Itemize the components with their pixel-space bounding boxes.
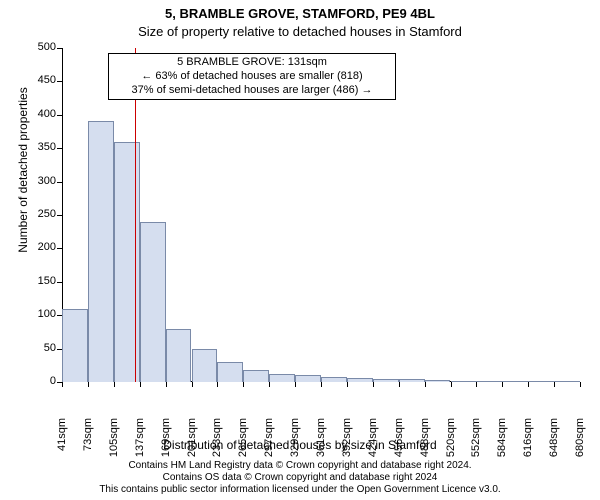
y-tick	[57, 182, 62, 183]
x-tick	[476, 382, 477, 387]
x-tick	[192, 382, 193, 387]
x-tick-label: 233sqm	[211, 418, 223, 468]
y-tick-label: 500	[22, 41, 56, 53]
histogram-bar	[373, 379, 399, 382]
histogram-bar	[528, 381, 554, 382]
x-tick	[528, 382, 529, 387]
histogram-bar	[166, 329, 192, 382]
x-tick-label: 584sqm	[496, 418, 508, 468]
annotation-box: 5 BRAMBLE GROVE: 131sqm ← 63% of detache…	[108, 53, 396, 100]
histogram-bar	[554, 381, 580, 382]
histogram-bar	[399, 379, 425, 382]
annotation-line3: 37% of semi-detached houses are larger (…	[115, 84, 389, 98]
x-tick-label: 265sqm	[237, 418, 249, 468]
x-tick	[140, 382, 141, 387]
x-tick-label: 105sqm	[108, 418, 120, 468]
x-tick	[217, 382, 218, 387]
x-tick-label: 424sqm	[367, 418, 379, 468]
x-tick	[347, 382, 348, 387]
y-tick-label: 150	[22, 275, 56, 287]
histogram-bar	[425, 380, 451, 382]
y-tick-label: 250	[22, 208, 56, 220]
y-tick-label: 300	[22, 175, 56, 187]
x-tick	[451, 382, 452, 387]
x-tick-label: 201sqm	[186, 418, 198, 468]
x-tick-label: 361sqm	[315, 418, 327, 468]
x-tick	[554, 382, 555, 387]
y-axis-label: Number of detached properties	[16, 30, 30, 310]
x-tick	[62, 382, 63, 387]
histogram-bar	[140, 222, 166, 382]
histogram-bar	[269, 374, 295, 382]
histogram-bar	[476, 381, 502, 382]
footer-line3: This contains public sector information …	[0, 484, 600, 496]
x-tick-label: 297sqm	[263, 418, 275, 468]
x-tick	[373, 382, 374, 387]
histogram-bar	[451, 381, 477, 382]
y-tick	[57, 81, 62, 82]
annotation-line2: ← 63% of detached houses are smaller (81…	[115, 70, 389, 84]
histogram-bar	[217, 362, 243, 382]
histogram-bar	[88, 121, 114, 382]
x-tick	[88, 382, 89, 387]
y-tick	[57, 48, 62, 49]
x-tick	[243, 382, 244, 387]
x-tick	[321, 382, 322, 387]
histogram-bar	[192, 349, 218, 382]
y-tick-label: 450	[22, 74, 56, 86]
histogram-bar	[502, 381, 528, 382]
y-tick-label: 0	[22, 375, 56, 387]
x-tick-label: 137sqm	[134, 418, 146, 468]
y-tick-label: 50	[22, 342, 56, 354]
x-tick-label: 169sqm	[160, 418, 172, 468]
x-tick-label: 680sqm	[574, 418, 586, 468]
y-tick	[57, 282, 62, 283]
x-tick	[425, 382, 426, 387]
x-tick	[580, 382, 581, 387]
x-tick-label: 73sqm	[82, 418, 94, 468]
y-tick	[57, 248, 62, 249]
y-tick-label: 100	[22, 308, 56, 320]
x-tick-label: 41sqm	[56, 418, 68, 468]
title-sub: Size of property relative to detached ho…	[0, 24, 600, 39]
y-tick	[57, 215, 62, 216]
x-tick	[295, 382, 296, 387]
x-tick-label: 648sqm	[548, 418, 560, 468]
y-tick	[57, 115, 62, 116]
chart-container: 5, BRAMBLE GROVE, STAMFORD, PE9 4BL Size…	[0, 0, 600, 500]
y-tick	[57, 148, 62, 149]
title-main: 5, BRAMBLE GROVE, STAMFORD, PE9 4BL	[0, 6, 600, 21]
x-tick-label: 329sqm	[289, 418, 301, 468]
histogram-bar	[347, 378, 373, 382]
histogram-bar	[62, 309, 88, 382]
footer-line2: Contains OS data © Crown copyright and d…	[0, 472, 600, 484]
x-tick-label: 616sqm	[522, 418, 534, 468]
y-tick-label: 200	[22, 241, 56, 253]
annotation-line1: 5 BRAMBLE GROVE: 131sqm	[115, 56, 389, 70]
x-tick-label: 520sqm	[445, 418, 457, 468]
x-tick-label: 456sqm	[393, 418, 405, 468]
x-tick	[269, 382, 270, 387]
x-tick	[399, 382, 400, 387]
x-tick-label: 552sqm	[470, 418, 482, 468]
histogram-bar	[321, 377, 347, 382]
histogram-bar	[243, 370, 269, 382]
x-tick	[166, 382, 167, 387]
histogram-bar	[295, 375, 321, 382]
x-tick	[502, 382, 503, 387]
x-tick-label: 488sqm	[419, 418, 431, 468]
x-tick-label: 392sqm	[341, 418, 353, 468]
y-tick-label: 400	[22, 108, 56, 120]
x-tick	[114, 382, 115, 387]
y-tick-label: 350	[22, 141, 56, 153]
